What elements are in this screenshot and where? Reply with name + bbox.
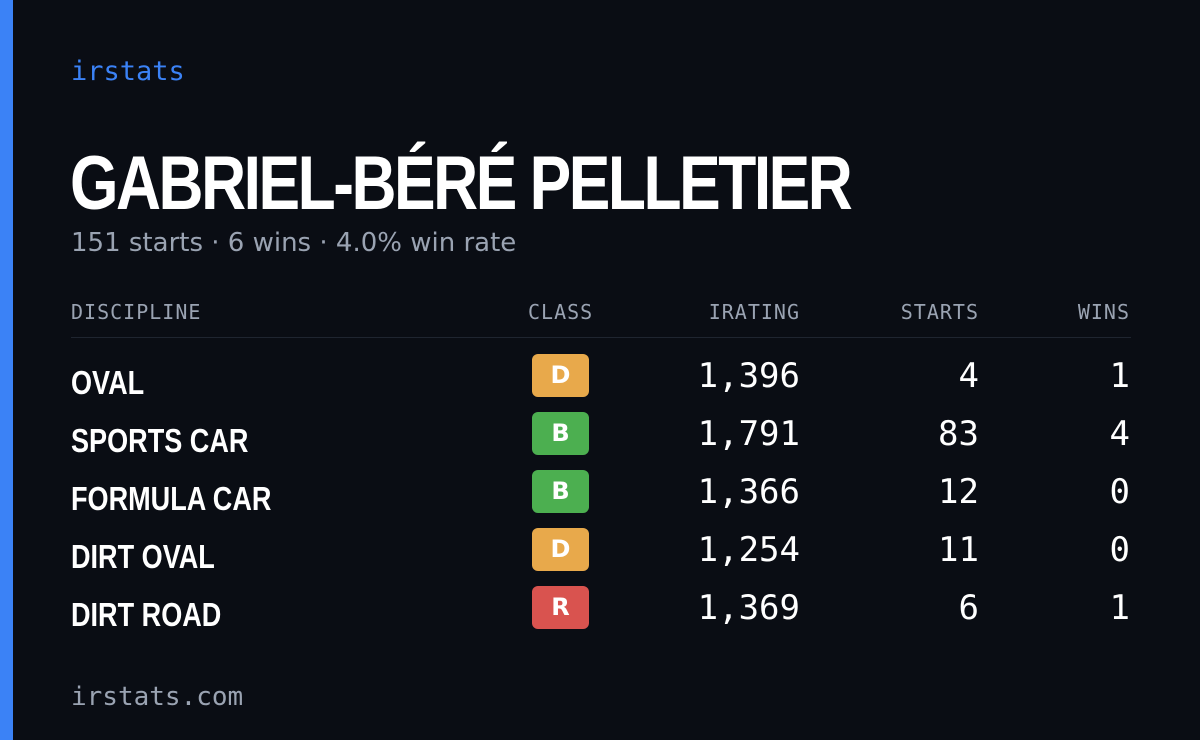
column-header: DISCIPLINE <box>71 300 202 324</box>
summary: 151 starts · 6 wins · 4.0% win rate <box>71 228 517 258</box>
class-badge: B <box>532 412 589 455</box>
discipline: DIRT ROAD <box>71 596 222 633</box>
cell: 1,396 <box>697 356 800 396</box>
footer: irstats.com <box>71 682 244 712</box>
cell: 4 <box>958 356 979 396</box>
table-row: DIRT ROAD R 1,369 6 1 <box>71 586 1131 644</box>
class-badge: D <box>532 528 589 571</box>
column-header: CLASS <box>528 300 594 324</box>
cell: 1 <box>1109 588 1130 628</box>
cell: 11 <box>938 530 979 570</box>
table-header: DISCIPLINE CLASS IRATING STARTS WINS <box>71 300 1131 338</box>
column-header: STARTS <box>900 300 979 324</box>
cell: 1,791 <box>697 414 800 454</box>
cell: 6 <box>958 588 979 628</box>
class-badge: B <box>532 470 589 513</box>
accent-bar <box>0 0 13 740</box>
discipline: FORMULA CAR <box>71 480 272 517</box>
table-row: DIRT OVAL D 1,254 11 0 <box>71 528 1131 586</box>
class-badge: D <box>532 354 589 397</box>
column-header: IRATING <box>708 300 800 324</box>
cell: 1 <box>1109 356 1130 396</box>
cell: 0 <box>1109 472 1130 512</box>
cell: 1,369 <box>697 588 800 628</box>
table-row: FORMULA CAR B 1,366 12 0 <box>71 470 1131 528</box>
class-badge: R <box>532 586 589 629</box>
cell: 12 <box>938 472 979 512</box>
cell: 1,366 <box>697 472 800 512</box>
cell: 0 <box>1109 530 1130 570</box>
discipline: DIRT OVAL <box>71 538 215 575</box>
cell: 1,254 <box>697 530 800 570</box>
cell: 83 <box>938 414 979 454</box>
column-header: WINS <box>1077 300 1130 324</box>
cell: 4 <box>1109 414 1130 454</box>
discipline: OVAL <box>71 364 145 401</box>
brand: irstats <box>71 56 185 87</box>
discipline: SPORTS CAR <box>71 422 249 459</box>
table-row: SPORTS CAR B 1,791 83 4 <box>71 412 1131 470</box>
driver-name: GABRIEL-BÉRÉ PELLETIER <box>70 141 853 226</box>
table-row: OVAL D 1,396 4 1 <box>71 354 1131 412</box>
